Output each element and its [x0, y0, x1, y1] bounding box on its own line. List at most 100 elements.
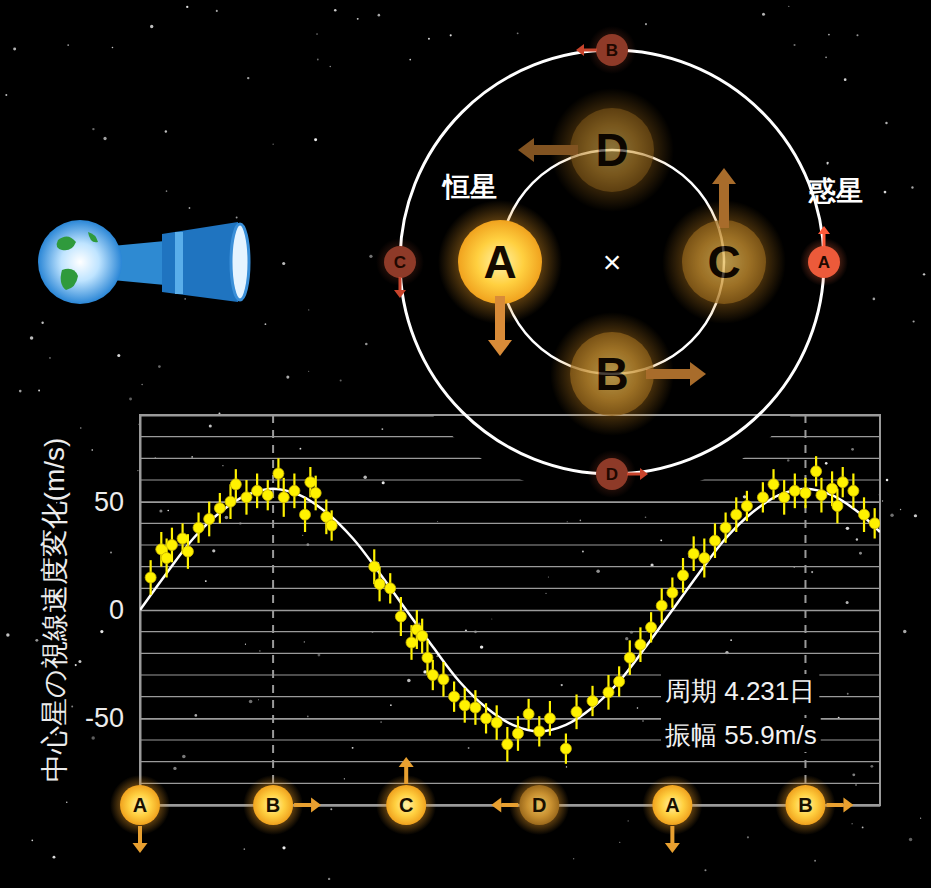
- data-point: [571, 706, 582, 717]
- arrow-shaft: [501, 803, 518, 807]
- planet-position: C: [376, 238, 424, 298]
- earth-land: [88, 232, 98, 242]
- background-star: [216, 10, 218, 12]
- background-star: [258, 699, 259, 700]
- star: [458, 220, 542, 304]
- phase-marker: C: [376, 757, 436, 835]
- background-star: [318, 654, 321, 657]
- star: [570, 332, 654, 416]
- star-label: D: [595, 124, 628, 176]
- background-star: [548, 577, 549, 578]
- data-point: [757, 492, 768, 503]
- background-star: [381, 428, 383, 430]
- arrow-head: [311, 798, 321, 813]
- data-point: [534, 726, 545, 737]
- planet-position: A: [800, 226, 848, 286]
- background-star: [129, 398, 132, 401]
- background-star: [150, 25, 153, 28]
- background-star: [282, 262, 285, 265]
- chart-canvas: -50050中心星の視線速度変化(m/s)周期 4.231日振幅 55.9m/s…: [0, 0, 931, 888]
- background-star: [793, 44, 795, 46]
- data-point: [326, 520, 337, 531]
- background-star: [628, 820, 629, 821]
- data-point: [449, 691, 460, 702]
- data-point: [731, 509, 742, 520]
- arrow-shaft: [646, 369, 690, 379]
- background-star: [352, 747, 354, 749]
- background-star: [743, 495, 746, 498]
- y-grid-line: [140, 631, 880, 632]
- telescope-tube: [162, 222, 238, 302]
- data-point: [166, 540, 177, 551]
- data-point: [214, 503, 225, 514]
- data-point: [262, 490, 273, 501]
- earth-land: [57, 236, 76, 250]
- background-star: [561, 684, 563, 686]
- y-grid-line: [140, 523, 880, 524]
- data-point: [827, 483, 838, 494]
- data-point: [273, 468, 284, 479]
- data-point: [678, 570, 689, 581]
- background-star: [852, 773, 855, 776]
- data-point: [310, 488, 321, 499]
- background-star: [194, 714, 197, 717]
- phase-marker: B: [775, 775, 853, 835]
- data-point: [848, 485, 859, 496]
- background-star: [730, 639, 732, 641]
- marker-label: A: [665, 794, 679, 816]
- background-star: [450, 34, 452, 36]
- arrow-shaft: [404, 767, 408, 784]
- background-star: [191, 456, 193, 458]
- star-label: C: [707, 236, 740, 288]
- data-point: [869, 518, 880, 529]
- background-star: [859, 552, 862, 555]
- data-point: [800, 488, 811, 499]
- orbit-center: ×: [603, 244, 622, 280]
- data-point: [459, 700, 470, 711]
- background-star: [6, 633, 9, 636]
- background-star: [920, 818, 921, 819]
- background-star: [41, 322, 43, 324]
- data-point: [699, 553, 710, 564]
- data-point: [502, 739, 513, 750]
- data-point: [289, 485, 300, 496]
- background-star: [236, 217, 238, 219]
- background-star: [827, 162, 829, 164]
- data-point: [374, 579, 385, 590]
- background-star: [245, 644, 246, 645]
- data-point: [837, 477, 848, 488]
- background-star: [13, 48, 16, 51]
- background-star: [141, 384, 143, 386]
- background-star: [645, 23, 647, 25]
- background-star: [302, 535, 303, 536]
- marker-label: C: [399, 794, 413, 816]
- background-star: [856, 538, 858, 540]
- marker-star: [120, 785, 160, 825]
- planet-orbit: [400, 50, 824, 474]
- data-point: [491, 717, 502, 728]
- background-star: [286, 376, 289, 379]
- background-star: [307, 716, 309, 718]
- data-point: [204, 514, 215, 525]
- data-point: [523, 709, 534, 720]
- background-star: [884, 191, 887, 194]
- marker-star: [652, 785, 692, 825]
- phase-marker: B: [243, 775, 321, 835]
- data-point: [305, 477, 316, 488]
- background-star: [212, 549, 215, 552]
- data-point: [667, 587, 678, 598]
- annotations: 周期 4.231日振幅 55.9m/s: [661, 674, 821, 752]
- data-point: [512, 728, 523, 739]
- telescope-ring: [175, 232, 183, 294]
- arrow-head: [488, 340, 512, 356]
- background-star: [308, 371, 309, 372]
- phase-marker: A: [110, 775, 170, 853]
- marker-label: A: [133, 794, 147, 816]
- data-point: [395, 611, 406, 622]
- background-star: [244, 848, 246, 850]
- data-point: [816, 490, 827, 501]
- background-star: [619, 842, 620, 843]
- background-star: [71, 705, 73, 707]
- background-star: [159, 509, 162, 512]
- arrow-head: [712, 168, 736, 184]
